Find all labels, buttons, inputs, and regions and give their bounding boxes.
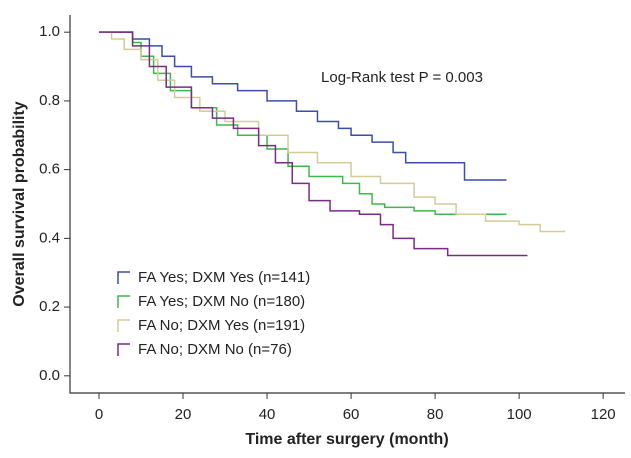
- x-tick-label: 80: [427, 406, 444, 423]
- y-tick-label: 0.2: [39, 298, 60, 315]
- legend-swatch: [117, 343, 130, 356]
- y-tick-label: 1.0: [39, 23, 60, 40]
- legend-label: FA Yes; DXM No (n=180): [138, 293, 305, 310]
- x-tick-label: 100: [507, 406, 532, 423]
- legend-label: FA Yes; DXM Yes (n=141): [138, 269, 310, 286]
- y-tick-label: 0.8: [39, 92, 60, 109]
- y-tick-label: 0.4: [39, 229, 60, 246]
- legend-label: FA No; DXM No (n=76): [138, 341, 292, 358]
- x-tick-label: 20: [175, 406, 192, 423]
- legend-swatch: [117, 319, 130, 332]
- y-tick-label: 0.0: [39, 367, 60, 384]
- x-tick-label: 120: [591, 406, 616, 423]
- axis-line: [69, 15, 625, 394]
- x-tick-label: 40: [259, 406, 276, 423]
- x-axis-label: Time after surgery (month): [245, 431, 448, 448]
- survival-curve: [98, 31, 507, 181]
- x-tick-label: 60: [343, 406, 360, 423]
- annotation: Log-Rank test P = 0.003: [321, 69, 483, 86]
- survival-curve: [98, 31, 507, 216]
- survival-curve: [98, 31, 566, 233]
- legend-label: FA No; DXM Yes (n=191): [138, 317, 305, 334]
- survival-curve: [98, 31, 528, 257]
- y-axis-label: Overall survival probability: [11, 101, 28, 307]
- legend-swatch: [117, 271, 130, 284]
- legend-swatch: [117, 295, 130, 308]
- x-tick-label: 0: [95, 406, 103, 423]
- y-tick-label: 0.6: [39, 161, 60, 178]
